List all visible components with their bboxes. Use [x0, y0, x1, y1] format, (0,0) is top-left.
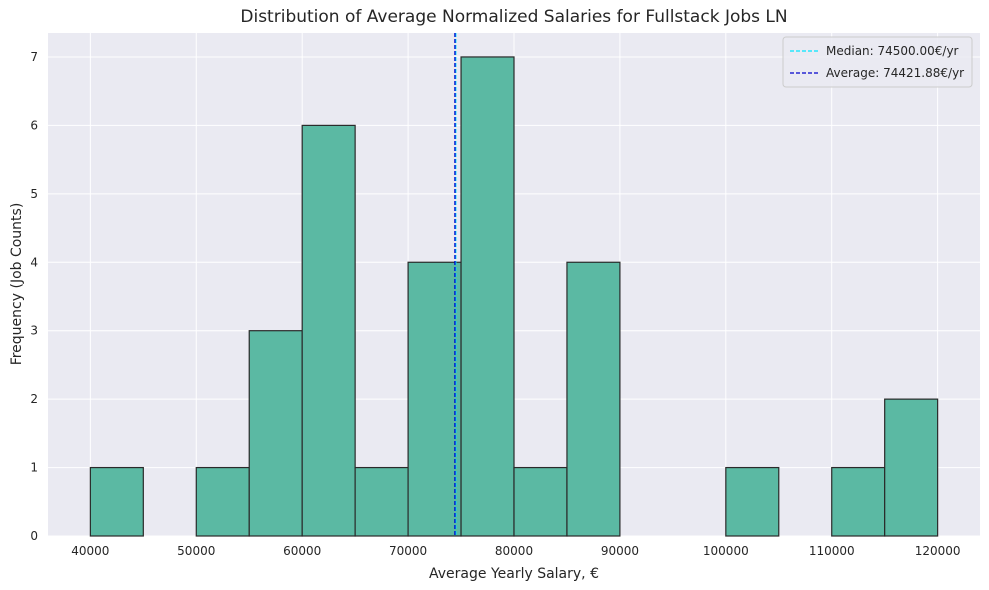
y-axis-label: Frequency (Job Counts): [9, 203, 25, 366]
legend-box: [782, 36, 973, 88]
histogram-bar: [831, 466, 886, 537]
histogram-bar: [89, 466, 144, 537]
histogram-bar: [195, 466, 250, 537]
histogram-bar: [566, 261, 621, 537]
y-tick-label: 6: [30, 118, 38, 132]
x-tick-label: 50000: [177, 544, 215, 558]
x-tick-label: 120000: [915, 544, 961, 558]
x-tick-label: 70000: [389, 544, 427, 558]
y-tick-label: 5: [30, 187, 38, 201]
histogram-bar: [301, 124, 356, 537]
histogram-bar: [884, 398, 939, 537]
y-tick-label: 4: [30, 255, 38, 269]
chart-title: Distribution of Average Normalized Salar…: [240, 7, 787, 27]
x-axis-ticks: 40000 50000 60000 70000 80000 90000 100000 1100…: [71, 544, 960, 558]
legend: Median: 74500.00€/yr Average: 74421.88€/…: [782, 36, 973, 88]
y-tick-label: 3: [30, 324, 38, 338]
y-tick-label: 1: [30, 461, 38, 475]
legend-median-label: Median: 74500.00€/yr: [826, 44, 959, 58]
histogram-bar: [407, 261, 462, 537]
x-tick-label: 100000: [703, 544, 749, 558]
x-tick-label: 60000: [283, 544, 321, 558]
x-tick-label: 80000: [495, 544, 533, 558]
x-tick-label: 110000: [809, 544, 855, 558]
y-axis-ticks: 0 1 2 3 4 5 6 7: [30, 50, 38, 543]
histogram-bar: [248, 330, 303, 537]
x-tick-label: 40000: [71, 544, 109, 558]
y-tick-label: 0: [30, 529, 38, 543]
legend-average-label: Average: 74421.88€/yr: [826, 66, 964, 80]
histogram-bars: [89, 56, 939, 537]
histogram-bar: [725, 466, 780, 537]
histogram-bar: [460, 56, 515, 537]
y-tick-label: 2: [30, 392, 38, 406]
y-tick-label: 7: [30, 50, 38, 64]
x-axis-label: Average Yearly Salary, €: [429, 566, 599, 582]
histogram-bar: [513, 466, 568, 537]
x-tick-label: 90000: [601, 544, 639, 558]
histogram-bar: [354, 466, 409, 537]
